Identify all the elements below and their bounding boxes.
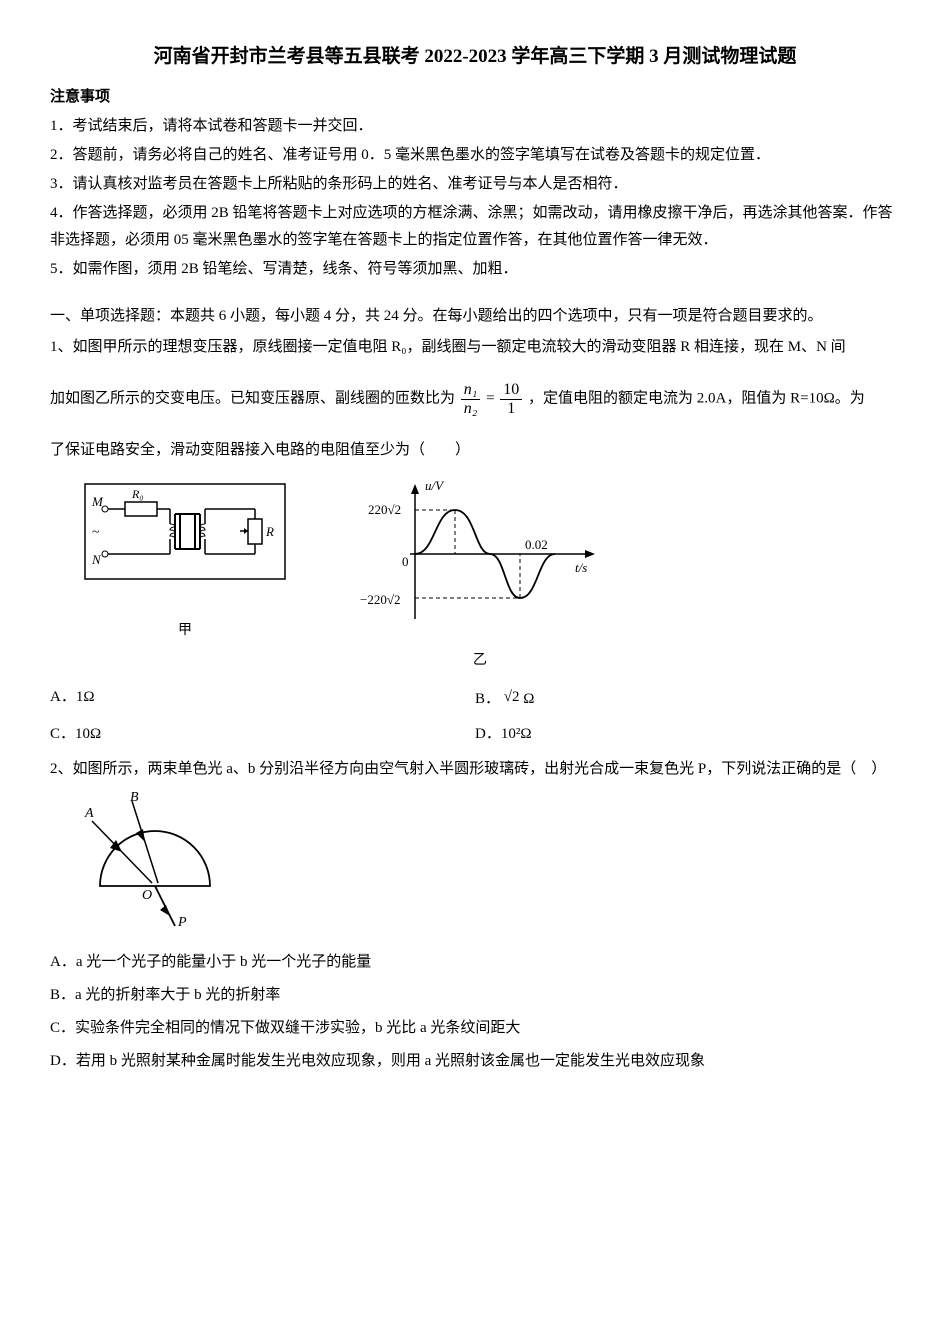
q2-stem: 2、如图所示，两束单色光 a、b 分别沿半径方向由空气射入半圆形玻璃砖，出射光合… — [50, 756, 900, 783]
circuit-figure-1: M N ~ R₀ — [80, 474, 290, 604]
option-C: C．实验条件完全相同的情况下做双缝干涉实验，b 光比 a 光条纹间距大 — [50, 1015, 900, 1042]
option-A: A．a 光一个光子的能量小于 b 光一个光子的能量 — [50, 949, 900, 976]
label-B: B — [130, 791, 139, 805]
q1-stem-2a: 加如图乙所示的交变电压。已知变压器原、副线圈的匝数比为 — [50, 391, 459, 407]
fraction: 10 1 — [500, 381, 522, 417]
q1-stem-line1: 1、如图甲所示的理想变压器，原线圈接一定值电阻 R₀，副线圈与一额定电流较大的滑… — [50, 334, 900, 361]
frac-num: 10 — [500, 381, 522, 400]
label-O: O — [142, 888, 152, 903]
ytick-bot: −220√2 — [360, 592, 400, 607]
frac-den: 1 — [500, 400, 522, 418]
fig1-caption: 甲 — [80, 618, 290, 643]
tilde-icon: ~ — [92, 525, 100, 540]
q1-stem-line3: 了保证电路安全，滑动变阻器接入电路的电阻值至少为（ ） — [50, 437, 900, 464]
eq-sign: = — [486, 391, 498, 407]
fig2-caption: 乙 — [350, 648, 610, 673]
notice-item: 4．作答选择题，必须用 2B 铅笔将答题卡上对应选项的方框涂满、涂黑；如需改动，… — [50, 200, 900, 254]
section-1-header: 一、单项选择题：本题共 6 小题，每小题 4 分，共 24 分。在每小题给出的四… — [50, 303, 900, 330]
label-P: P — [177, 915, 187, 930]
opt-B-sqrt: √2 — [504, 689, 520, 705]
opt-B-post: Ω — [523, 691, 534, 707]
q1-stem-line2: 加如图乙所示的交变电压。已知变压器原、副线圈的匝数比为 n₁ n₂ = 10 1… — [50, 381, 900, 417]
label-A: A — [84, 806, 94, 821]
frac-den: n₂ — [461, 400, 481, 418]
fraction: n₁ n₂ — [461, 381, 481, 417]
waveform-figure-2: u/V t/s 220√2 0 −220√2 0.02 — [350, 474, 610, 634]
opt-B-pre: B． — [475, 691, 500, 707]
frac-num: n₁ — [461, 381, 481, 400]
exam-title: 河南省开封市兰考县等五县联考 2022-2023 学年高三下学期 3 月测试物理… — [50, 40, 900, 74]
optics-figure: A B O P — [80, 791, 230, 931]
option-B: B． √2 Ω — [475, 684, 900, 713]
option-D: D．10²Ω — [475, 721, 900, 748]
y-axis-label: u/V — [425, 478, 445, 493]
option-B: B．a 光的折射率大于 b 光的折射率 — [50, 982, 900, 1009]
notice-item: 2．答题前，请务必将自己的姓名、准考证号用 0．5 毫米黑色墨水的签字笔填写在试… — [50, 142, 900, 169]
q1-stem-2b: ，定值电阻的额定电流为 2.0A，阻值为 R=10Ω。为 — [528, 391, 865, 407]
option-A: A．1Ω — [50, 684, 475, 713]
label-N: N — [91, 552, 102, 567]
label-M: M — [91, 494, 104, 509]
xtick: 0.02 — [525, 537, 548, 552]
option-C: C．10Ω — [50, 721, 475, 748]
x-axis-label: t/s — [575, 560, 587, 575]
label-R: R — [265, 524, 274, 539]
notice-item: 5．如需作图，须用 2B 铅笔绘、写清楚，线条、符号等须加黑、加粗． — [50, 256, 900, 283]
label-R0: R₀ — [131, 487, 144, 501]
notice-item: 1．考试结束后，请将本试卷和答题卡一并交回． — [50, 113, 900, 140]
notice-item: 3．请认真核对监考员在答题卡上所粘贴的条形码上的姓名、准考证号与本人是否相符． — [50, 171, 900, 198]
ytick-mid: 0 — [402, 554, 409, 569]
ytick-top: 220√2 — [368, 502, 401, 517]
option-D: D．若用 b 光照射某种金属时能发生光电效应现象，则用 a 光照射该金属也一定能… — [50, 1048, 900, 1075]
notice-header: 注意事项 — [50, 84, 900, 111]
